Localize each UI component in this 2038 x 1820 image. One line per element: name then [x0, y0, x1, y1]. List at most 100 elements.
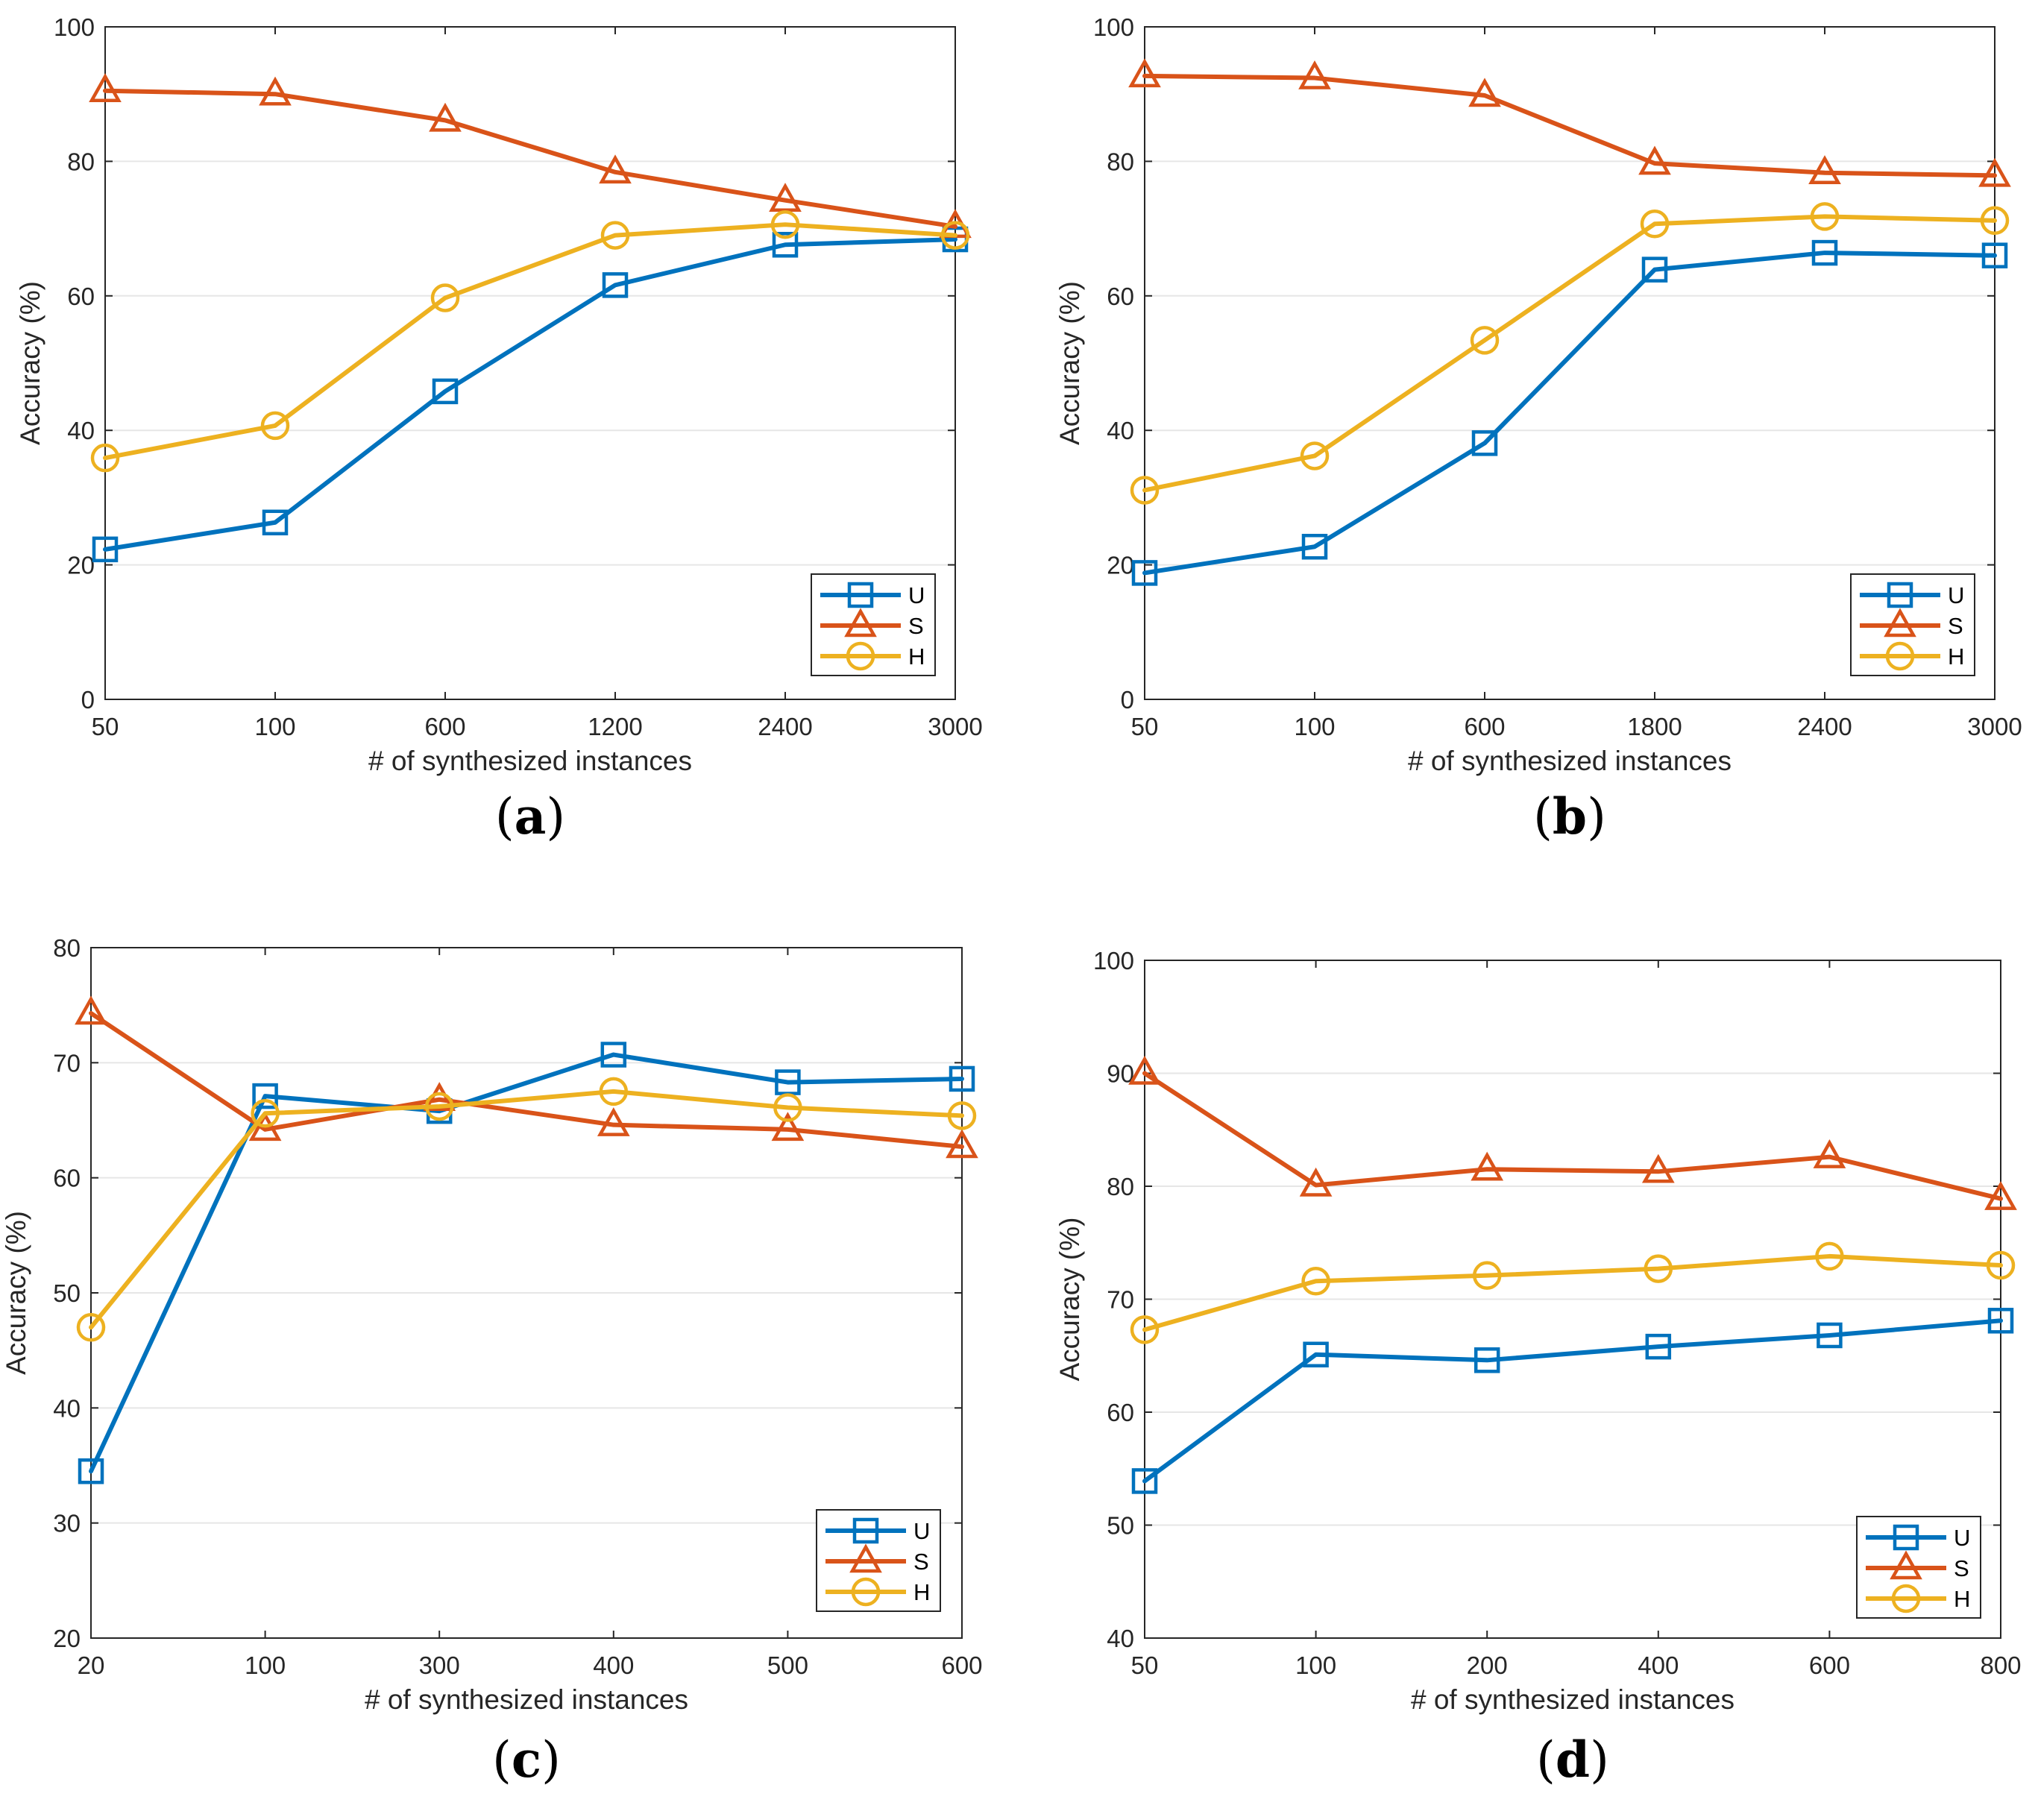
series-line-S: [1142, 1071, 2003, 1201]
x-tick-label: 1200: [588, 713, 642, 740]
data-point-S: [259, 76, 292, 106]
data-point-H: [424, 1092, 454, 1121]
legend-marker-U: [1893, 1524, 1919, 1551]
series-line-S: [103, 88, 957, 229]
legend-entry-S: S: [1866, 1550, 1969, 1581]
legend-marker-S: [1890, 1550, 1922, 1580]
data-point-S: [769, 183, 802, 212]
legend-entry-S: S: [820, 608, 924, 639]
x-tick-label: 600: [424, 713, 465, 740]
y-tick-label: 60: [1107, 1399, 1134, 1426]
y-tick-label: 50: [1107, 1512, 1134, 1540]
plot-area: [1144, 26, 1995, 700]
legend-entry-H: H: [1866, 1584, 1970, 1613]
x-tick-label: 3000: [928, 713, 982, 740]
legend-entry-U: U: [1866, 1524, 1970, 1551]
data-point-U: [252, 1083, 278, 1109]
x-tick-label: 600: [1464, 713, 1505, 740]
data-point-U: [92, 536, 119, 563]
x-tick-label: 3000: [1967, 713, 2022, 740]
x-tick-label: 500: [767, 1651, 808, 1679]
legend-marker-S: [1884, 608, 1916, 637]
data-point-H: [251, 1098, 280, 1128]
data-point-S: [597, 1107, 630, 1136]
legend-label: S: [1954, 1555, 1969, 1581]
series-H: [90, 210, 970, 473]
data-point-U: [602, 272, 629, 298]
x-tick-label: 20: [78, 1651, 105, 1679]
series-line-U: [103, 237, 957, 552]
data-point-U: [772, 231, 799, 258]
legend-marker-H: [846, 641, 875, 671]
y-axis-label: Accuracy (%): [1, 1211, 31, 1375]
data-point-H: [1130, 1315, 1160, 1344]
legend-label: U: [1954, 1525, 1970, 1551]
data-point-U: [1303, 1341, 1329, 1367]
data-point-H: [1301, 1267, 1330, 1296]
y-tick-label: 20: [1107, 552, 1134, 579]
series-line-H: [103, 222, 957, 461]
legend-label: H: [1954, 1586, 1970, 1612]
data-point-U: [1301, 533, 1328, 560]
x-axis-label: # of synthesized instances: [1411, 1684, 1734, 1715]
legend-label: U: [913, 1518, 930, 1544]
y-tick-label: 30: [53, 1510, 81, 1537]
y-tick-label: 20: [67, 552, 95, 579]
x-axis-label: # of synthesized instances: [1408, 746, 1732, 776]
panel-label: (a): [495, 787, 565, 846]
x-tick-label: 800: [1980, 1651, 2021, 1679]
data-point-S: [75, 995, 107, 1025]
series-line-U: [1142, 251, 1997, 576]
x-tick-label: 300: [419, 1651, 460, 1679]
legend-marker-H: [851, 1577, 881, 1607]
data-point-H: [770, 210, 800, 239]
plot-area: [104, 26, 956, 700]
y-tick-label: 50: [53, 1279, 81, 1307]
legend-entry-S: S: [825, 1543, 929, 1575]
legend-entry-S: S: [1860, 608, 1963, 639]
series-H: [1130, 1241, 2016, 1344]
y-tick-label: 40: [1107, 417, 1134, 444]
data-point-U: [1817, 1322, 1843, 1349]
legend-entry-U: U: [820, 582, 925, 608]
x-tick-label: 600: [1809, 1651, 1850, 1679]
series-line-U: [1142, 1318, 2003, 1484]
x-tick-label: 2400: [758, 713, 812, 740]
data-point-H: [773, 1093, 802, 1122]
y-tick-label: 60: [67, 283, 95, 310]
legend-label: H: [908, 643, 925, 670]
data-point-S: [1978, 157, 2011, 187]
y-tick-label: 40: [1107, 1625, 1134, 1652]
x-tick-label: 200: [1467, 1651, 1508, 1679]
legend-label: S: [908, 613, 924, 639]
series-line-U: [89, 1052, 964, 1474]
data-point-S: [771, 1112, 805, 1142]
y-tick-label: 70: [1107, 1286, 1134, 1314]
data-point-S: [1128, 58, 1161, 88]
data-point-H: [1640, 210, 1670, 239]
data-point-H: [76, 1313, 106, 1342]
legend-entry-H: H: [1860, 641, 1964, 671]
legend-marker-U: [852, 1517, 879, 1544]
data-point-S: [1128, 1055, 1161, 1085]
panel-label: (c): [492, 1731, 561, 1789]
data-point-H: [1472, 1261, 1502, 1290]
legend-marker-H: [1891, 1584, 1921, 1613]
legend: USH: [1850, 573, 1975, 676]
x-tick-label: 100: [254, 713, 295, 740]
data-point-U: [432, 378, 459, 405]
panel-a: 0 20 40 60 80 100 50 100 600 1200 2400 3000 # of syn…: [15, 13, 983, 846]
data-point-S: [1638, 145, 1671, 175]
data-point-H: [1810, 202, 1840, 231]
panel-label: (d): [1536, 1731, 1609, 1789]
x-tick-label: 1800: [1627, 713, 1682, 740]
data-point-H: [1130, 476, 1160, 505]
panel-c: 20 30 40 50 60 70 80 20 100 300 400 500 600 # of synt…: [1, 934, 983, 1789]
data-point-S: [429, 102, 462, 132]
data-point-U: [1641, 256, 1668, 283]
data-point-H: [940, 221, 970, 250]
data-point-H: [1644, 1254, 1673, 1283]
series-U: [92, 226, 969, 563]
x-tick-label: 50: [1131, 1651, 1159, 1679]
y-tick-label: 80: [1107, 1173, 1134, 1200]
